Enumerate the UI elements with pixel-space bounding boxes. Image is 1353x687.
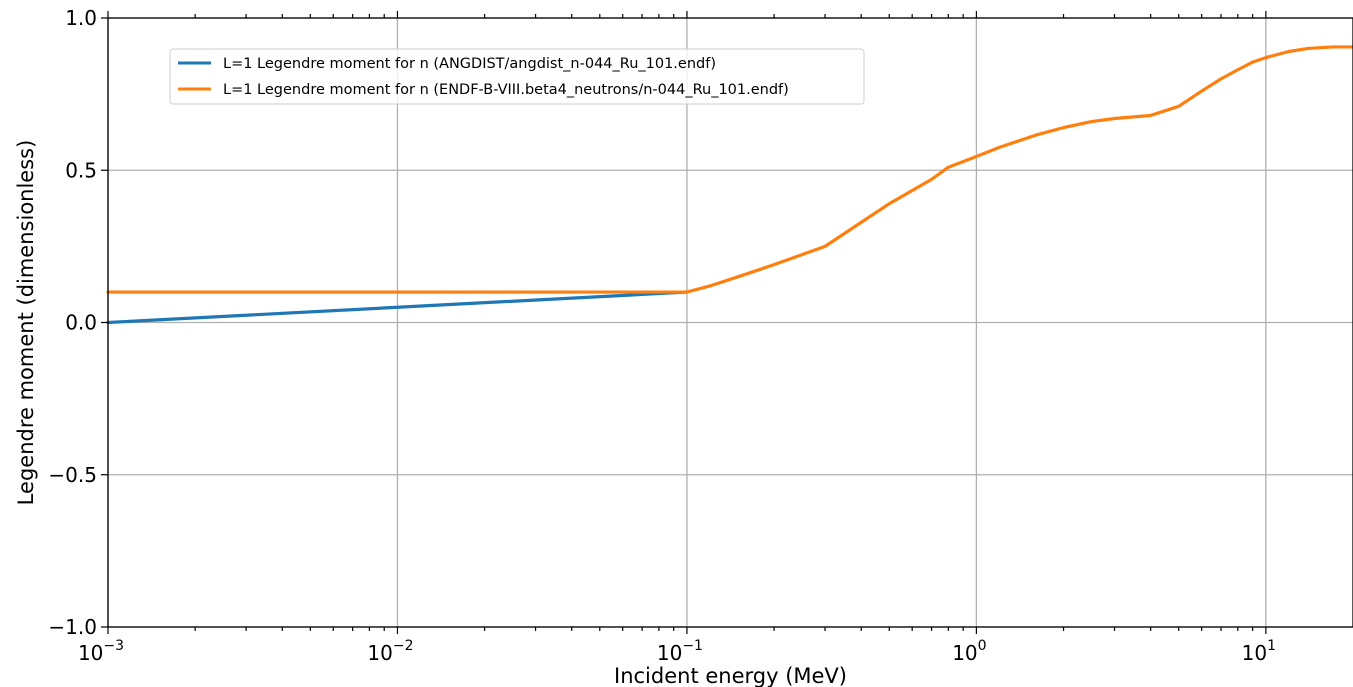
x-axis-label: Incident energy (MeV) xyxy=(614,664,847,687)
x-tick-label: 10−3 xyxy=(78,638,124,665)
legend-label-endf: L=1 Legendre moment for n (ENDF-B-VIII.b… xyxy=(223,82,789,98)
x-tick-label: 101 xyxy=(1242,638,1276,665)
series-line-0 xyxy=(106,290,689,325)
legend-box xyxy=(169,48,865,105)
series-layer xyxy=(106,45,1353,325)
tick-labels: 10−3 10−2 10−1 100 101 −1.0 −0.5 0.0 0.5 1.0 xyxy=(48,6,1276,665)
axis-ticks xyxy=(101,11,1267,634)
y-tick-label: −1.0 xyxy=(48,615,97,639)
y-tick-label: 0.5 xyxy=(65,158,97,182)
x-tick-label: 10−1 xyxy=(657,638,703,665)
y-axis-label: Legendre moment (dimensionless) xyxy=(14,140,38,506)
x-tick-label: 100 xyxy=(952,638,986,665)
y-tick-label: 1.0 xyxy=(65,6,97,30)
series-line-1 xyxy=(106,45,1353,294)
legend: L=1 Legendre moment for n (ANGDIST/angdi… xyxy=(169,48,865,105)
x-tick-label: 10−2 xyxy=(367,638,413,665)
y-tick-label: 0.0 xyxy=(65,311,97,335)
y-tick-label: −0.5 xyxy=(48,463,97,487)
legend-label-angdist: L=1 Legendre moment for n (ANGDIST/angdi… xyxy=(223,56,716,72)
